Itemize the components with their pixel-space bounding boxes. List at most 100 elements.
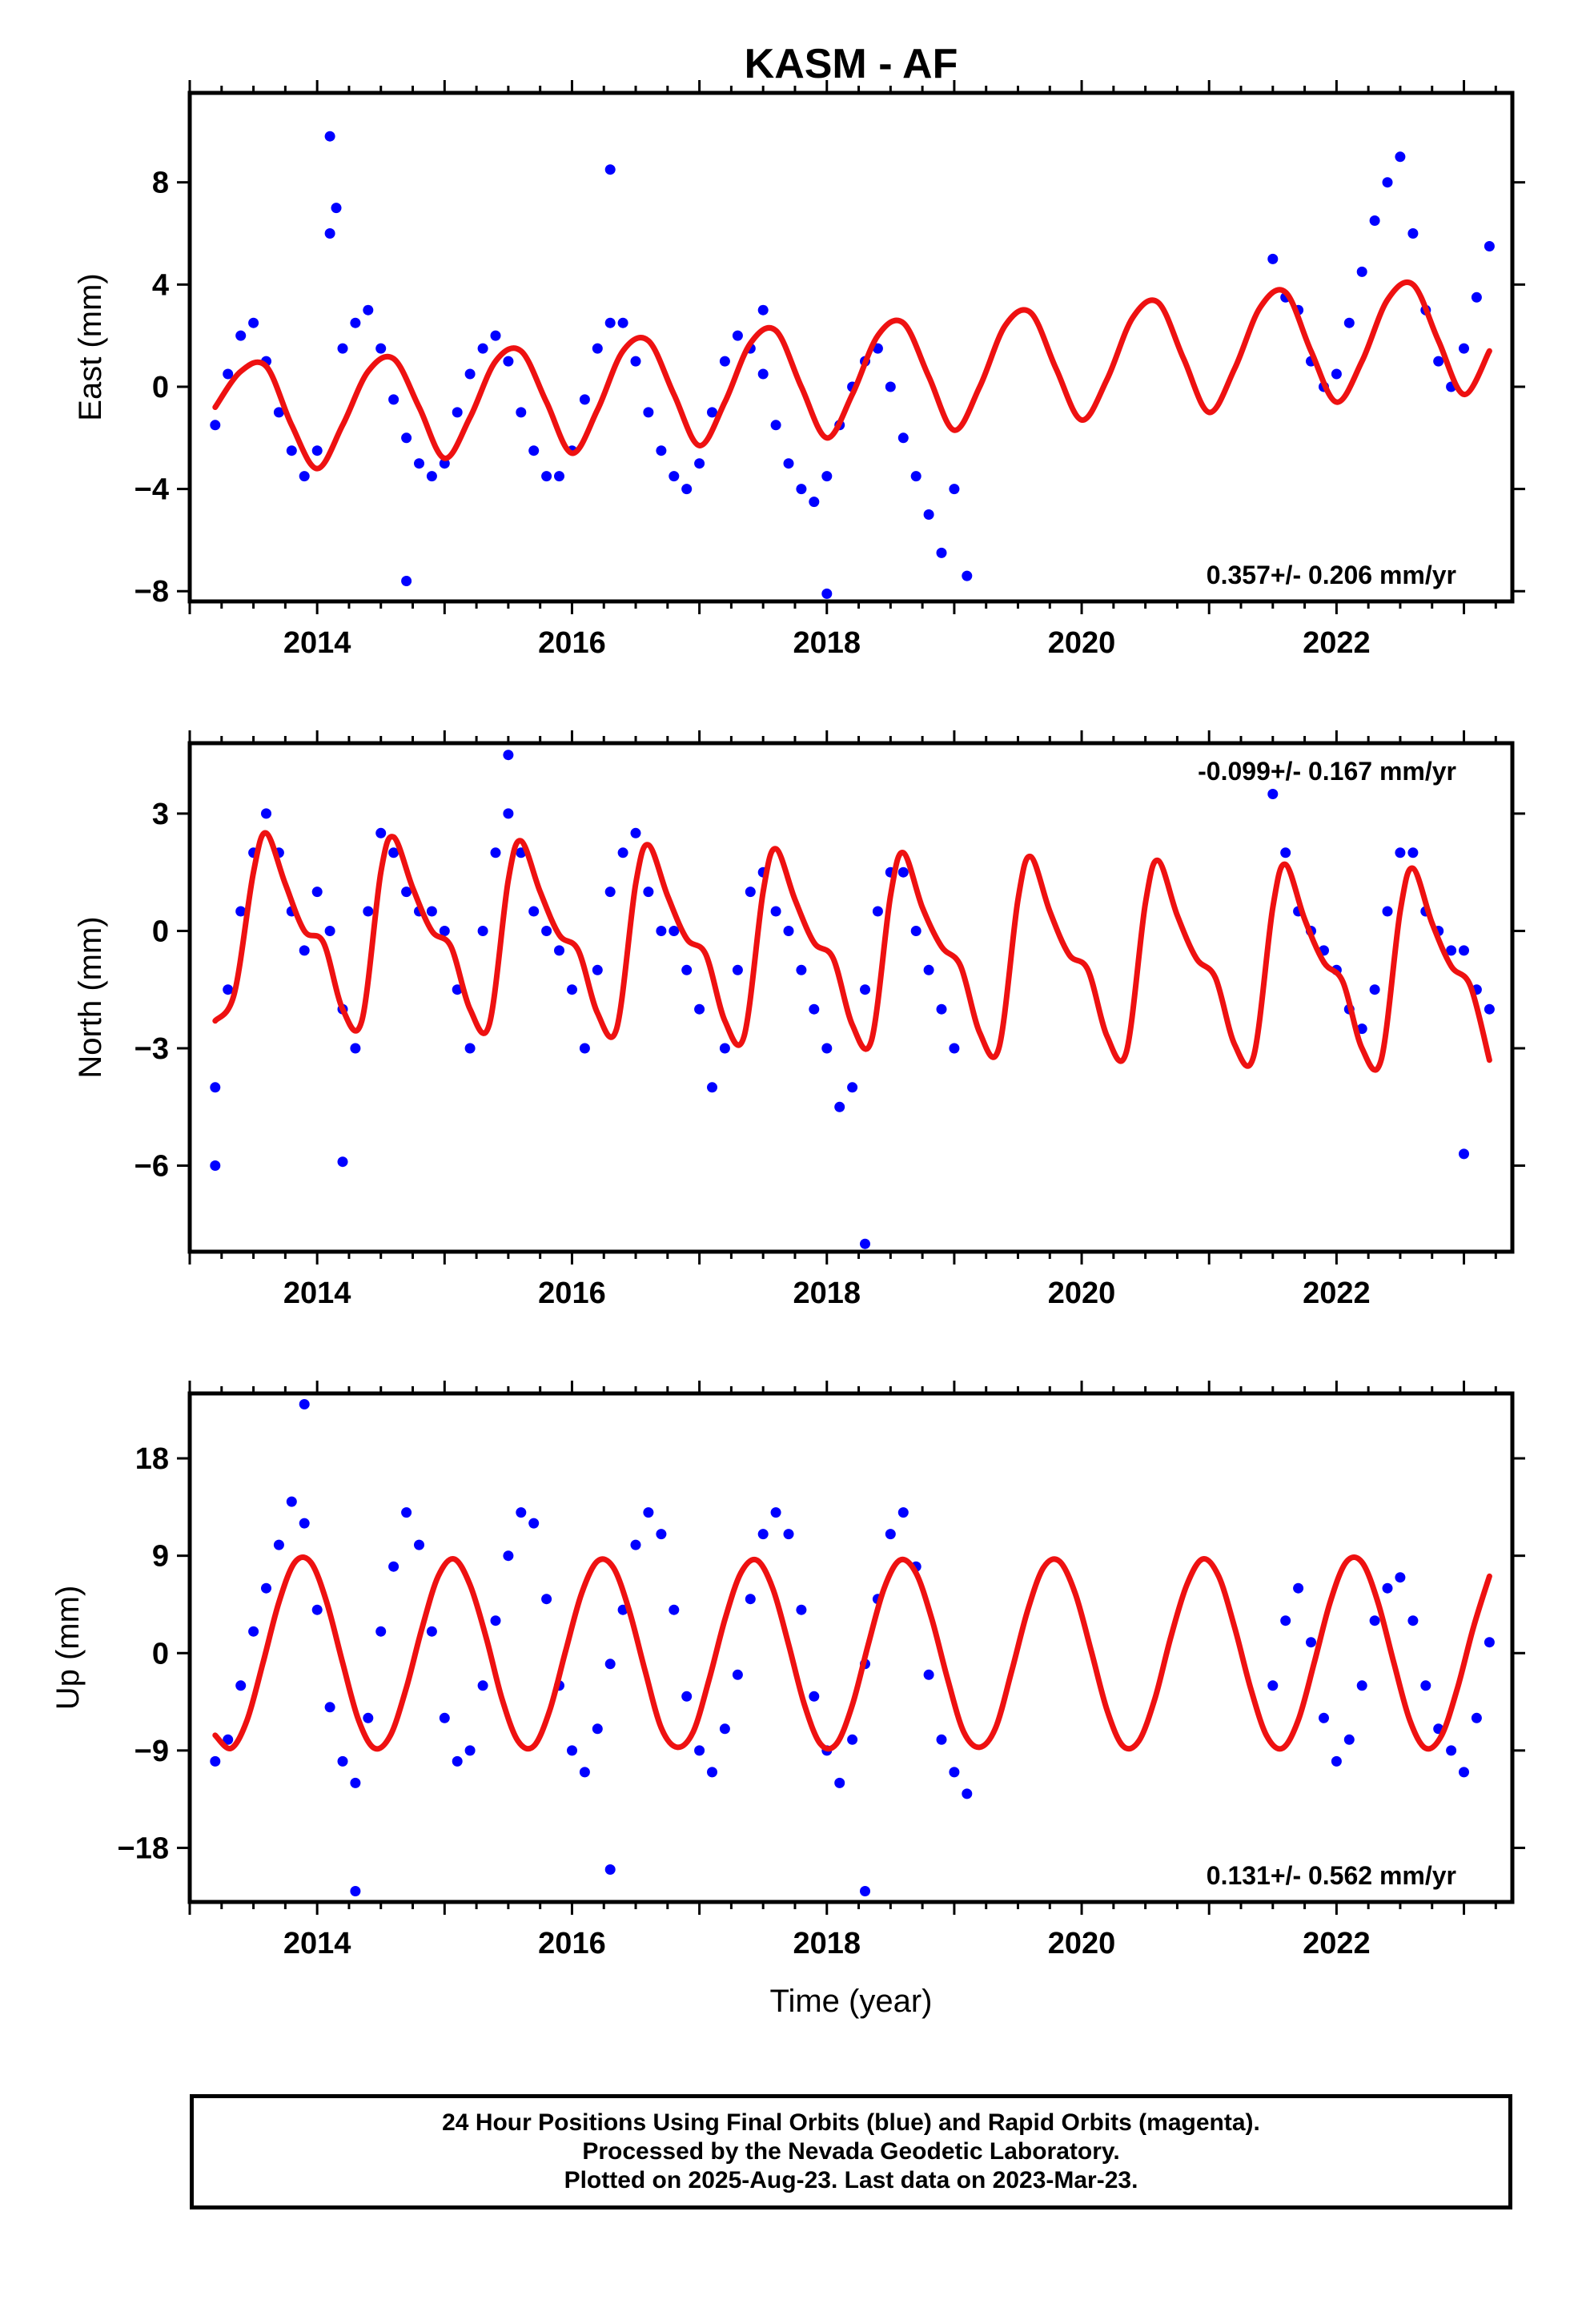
data-points-east [210, 131, 1495, 599]
x-tick-label: 2018 [793, 1277, 861, 1310]
x-tick-label: 2022 [1303, 626, 1371, 660]
data-point [604, 1864, 616, 1875]
data-point [1280, 847, 1291, 858]
data-point [324, 131, 335, 142]
data-point [732, 330, 743, 341]
data-point [477, 343, 488, 354]
data-point [1280, 1615, 1291, 1626]
data-point [210, 1082, 221, 1093]
data-point [796, 964, 807, 975]
x-ticks-up: 2014 2016 2018 2020 2022 [188, 1381, 1497, 1960]
data-point [223, 368, 234, 380]
x-tick-label: 2014 [283, 1927, 351, 1960]
data-point [350, 1886, 361, 1896]
data-point [694, 1003, 705, 1015]
panel-frame-up [187, 1391, 1515, 1904]
data-point [401, 1507, 412, 1518]
plot-area-up [210, 1399, 1495, 1896]
data-point [643, 1507, 654, 1518]
data-point [1484, 1003, 1495, 1015]
data-point [1471, 292, 1482, 303]
data-point [885, 381, 896, 392]
data-point [273, 1539, 284, 1550]
data-point [503, 808, 514, 819]
data-point [311, 887, 323, 898]
data-point [490, 847, 501, 858]
data-point [923, 964, 934, 975]
data-point [936, 1003, 947, 1015]
data-point [1382, 906, 1393, 917]
data-point [1343, 317, 1355, 328]
data-point [464, 1745, 476, 1756]
data-point [860, 1238, 870, 1249]
data-point [783, 458, 794, 469]
data-point [707, 1082, 717, 1093]
x-tick-label: 2018 [793, 1927, 861, 1960]
data-point [388, 847, 400, 858]
x-axis-label: Time (year) [770, 1984, 933, 2019]
data-point [1407, 1615, 1419, 1626]
data-point [949, 1043, 960, 1054]
data-point [1459, 945, 1469, 956]
data-point [1433, 356, 1444, 367]
y-tick-label: 3 [152, 798, 169, 831]
data-point [669, 926, 680, 936]
data-point [363, 906, 374, 917]
data-point [299, 471, 310, 482]
data-point [872, 906, 883, 917]
data-point [579, 1043, 590, 1054]
data-point [630, 827, 641, 838]
footer-line-1: 24 Hour Positions Using Final Orbits (bl… [442, 2109, 1260, 2136]
y-tick-label: −9 [135, 1735, 169, 1768]
data-point [834, 1101, 845, 1112]
data-point [464, 368, 476, 380]
data-point [579, 1767, 590, 1778]
data-point [809, 1691, 820, 1702]
data-point [885, 1529, 896, 1540]
data-point [388, 394, 400, 405]
data-point [426, 471, 437, 482]
data-point [567, 984, 577, 995]
data-point [604, 1659, 616, 1670]
x-tick-label: 2018 [793, 626, 861, 660]
data-point [656, 445, 667, 456]
data-point [286, 1496, 297, 1507]
y-tick-label: 18 [135, 1442, 169, 1476]
data-point [719, 1043, 730, 1054]
y-tick-label: 0 [152, 371, 169, 404]
data-point [1356, 1023, 1367, 1035]
data-point [337, 1156, 348, 1168]
data-point [604, 164, 616, 175]
data-point [401, 432, 412, 444]
model-line-up [212, 1554, 1492, 1752]
data-point [897, 432, 909, 444]
data-point [1484, 241, 1495, 251]
data-point [541, 926, 552, 936]
data-point [261, 808, 271, 819]
data-point [235, 906, 247, 917]
data-point [630, 356, 641, 367]
data-point [541, 1594, 552, 1605]
data-point [681, 484, 693, 495]
data-point [669, 471, 680, 482]
data-point [796, 1604, 807, 1615]
data-point [311, 445, 323, 456]
data-point [337, 343, 348, 354]
data-point [331, 203, 342, 214]
data-point [439, 926, 450, 936]
data-point [554, 471, 564, 482]
data-point [452, 1755, 463, 1767]
data-point [643, 407, 654, 418]
data-point [592, 1723, 603, 1735]
data-point [324, 926, 335, 936]
data-point [490, 1615, 501, 1626]
data-point [604, 887, 616, 898]
data-point [783, 926, 794, 936]
data-point [1331, 1755, 1342, 1767]
data-point [426, 1626, 437, 1637]
velocity-annotation: 0.131+/- 0.562 mm/yr [1207, 1861, 1456, 1890]
data-point [592, 964, 603, 975]
data-point [809, 497, 820, 508]
model-line-north [212, 830, 1492, 1073]
